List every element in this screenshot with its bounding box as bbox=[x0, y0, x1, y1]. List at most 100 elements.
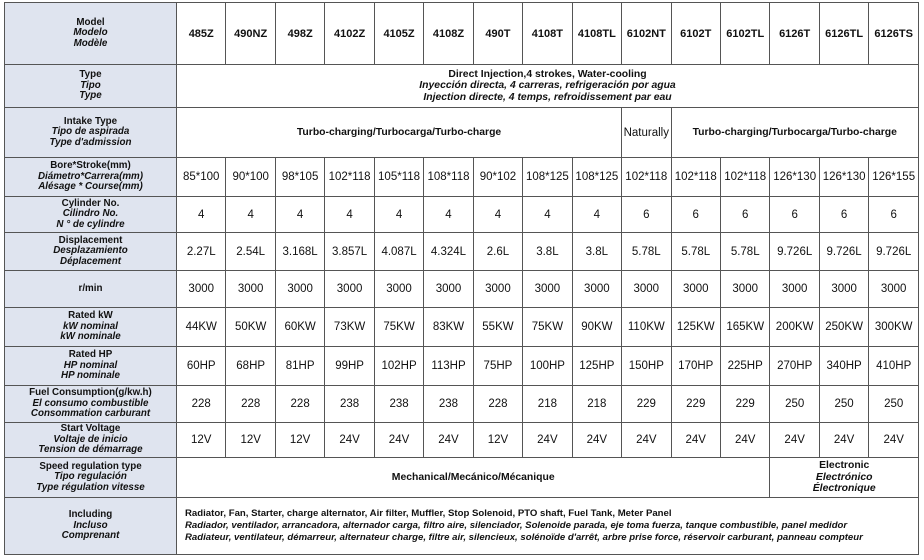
spec-cell: 102HP bbox=[373, 346, 425, 386]
spec-cell: 24V bbox=[868, 422, 919, 458]
spec-cell: 24V bbox=[522, 422, 573, 458]
spec-cell: 98*105 bbox=[274, 157, 326, 197]
cell-line: Electrónico bbox=[815, 471, 873, 483]
label-line: kW nominal bbox=[63, 320, 118, 332]
spec-row: Type Tipo Type Direct Injection,4 strokes, … bbox=[4, 64, 919, 108]
label-line: Tipo regulación bbox=[54, 471, 127, 483]
label-line: Desplazamiento bbox=[53, 245, 128, 257]
spec-cell: 5.78L bbox=[621, 232, 672, 271]
cell-line: Injection directe, 4 temps, refroidissem… bbox=[423, 91, 672, 103]
spec-cell: 50KW bbox=[225, 307, 276, 347]
spec-cell: 2.54L bbox=[225, 232, 276, 271]
spec-cell: 4 bbox=[274, 196, 326, 233]
cell-line: Inyección directa, 4 carreras, refrigera… bbox=[419, 80, 676, 92]
spec-cell: 12V bbox=[274, 422, 326, 458]
label-line: Modèle bbox=[73, 37, 108, 49]
label-line: Including bbox=[68, 509, 113, 521]
spec-cell: 102*118 bbox=[670, 157, 721, 197]
model-name: 485Z bbox=[175, 2, 227, 65]
spec-cell: 238 bbox=[324, 385, 375, 423]
cell-line: Radiador, ventilador, arrancadora, alter… bbox=[185, 520, 848, 531]
spec-cell: 229 bbox=[621, 385, 672, 423]
spec-row: Including Incluso Comprenant Radiator, Fan,… bbox=[4, 497, 919, 555]
label-line: Alésage * Course(mm) bbox=[38, 181, 143, 193]
label-line: Type bbox=[79, 69, 102, 81]
label-line: Speed regulation type bbox=[39, 460, 142, 472]
spec-cell: 90KW bbox=[571, 307, 623, 347]
spec-cell: 6 bbox=[621, 196, 672, 233]
spec-cell: 3000 bbox=[670, 270, 721, 308]
spec-row: Bore*Stroke(mm) Diámetro*Carrera(mm) Alésa… bbox=[4, 157, 919, 197]
label-line: Consommation carburant bbox=[30, 408, 151, 420]
spec-row: Displacement Desplazamiento Déplacement 2.2… bbox=[4, 232, 919, 271]
spec-cell: 126*130 bbox=[818, 157, 870, 197]
spec-cell: 12V bbox=[175, 422, 227, 458]
spec-cell: 24V bbox=[324, 422, 375, 458]
spec-row: Speed regulation type Tipo regulación Type… bbox=[4, 457, 919, 498]
spec-cell: 200KW bbox=[769, 307, 820, 347]
spec-row: Start Voltage Voltaje de inicio Tension de… bbox=[4, 422, 919, 458]
spec-cell: 3000 bbox=[225, 270, 276, 308]
spec-row: r/min 3000 3000 3000 3000 3000 3000 3000 3000 300… bbox=[4, 270, 919, 308]
label-line: Tipo bbox=[80, 79, 101, 91]
model-name: 490T bbox=[472, 2, 524, 65]
spec-cell: 108*125 bbox=[522, 157, 573, 197]
row-label: Including Incluso Comprenant bbox=[4, 497, 177, 555]
model-name: 6126T bbox=[769, 2, 820, 65]
label-line: Tension de démarrage bbox=[38, 444, 143, 456]
spec-cell: 228 bbox=[274, 385, 326, 423]
spec-cell: 110KW bbox=[621, 307, 672, 347]
spec-cell: Direct Injection,4 strokes, Water-coolin… bbox=[176, 64, 919, 108]
spec-cell: 3.168L bbox=[274, 232, 326, 271]
header-label: Model Modelo Modèle bbox=[4, 2, 177, 65]
spec-cell: Turbo-charging/Turbocarga/Turbo-charge bbox=[670, 107, 920, 158]
spec-cell: 102*118 bbox=[324, 157, 375, 197]
spec-cell: 218 bbox=[571, 385, 623, 423]
spec-cell: 3.8L bbox=[571, 232, 623, 271]
label-line: Bore*Stroke(mm) bbox=[50, 160, 131, 172]
spec-cell: 3000 bbox=[324, 270, 375, 308]
cell-line: Électronique bbox=[812, 483, 876, 495]
spec-cell: 125KW bbox=[670, 307, 721, 347]
label-line: Incluso bbox=[73, 519, 108, 531]
spec-cell: 170HP bbox=[670, 346, 721, 386]
model-name: 4108T bbox=[522, 2, 573, 65]
spec-row: Cylinder No. Cilindro No. N ° de cylindre 4… bbox=[4, 196, 919, 233]
spec-cell: 81HP bbox=[274, 346, 326, 386]
spec-cell: 90*100 bbox=[225, 157, 276, 197]
spec-cell: 73KW bbox=[324, 307, 375, 347]
label-line: Cilindro No. bbox=[62, 208, 119, 220]
spec-cell: 3000 bbox=[719, 270, 771, 308]
spec-cell: 4.324L bbox=[423, 232, 474, 271]
spec-row: Rated HP HP nominal HP nominale 60HP 68HP 81H… bbox=[4, 346, 919, 386]
spec-cell: 165KW bbox=[719, 307, 771, 347]
spec-cell: 225HP bbox=[719, 346, 771, 386]
spec-cell: 4 bbox=[522, 196, 573, 233]
header-row: Model Modelo Modèle 485Z 490NZ 498Z 4102Z 4105Z… bbox=[4, 2, 919, 65]
spec-cell: 90*102 bbox=[472, 157, 524, 197]
model-name: 4102Z bbox=[324, 2, 375, 65]
spec-cell: 250KW bbox=[818, 307, 870, 347]
label-line: Intake Type bbox=[63, 115, 118, 127]
spec-cell: 6 bbox=[769, 196, 820, 233]
model-name: 6102NT bbox=[621, 2, 672, 65]
row-label: Rated kW kW nominal kW nominale bbox=[4, 307, 177, 347]
spec-cell: 105*118 bbox=[373, 157, 425, 197]
spec-cell: 55KW bbox=[472, 307, 524, 347]
spec-cell: 218 bbox=[522, 385, 573, 423]
row-label: Intake Type Tipo de aspirada Type d'admiss… bbox=[4, 107, 177, 158]
spec-cell: 250 bbox=[818, 385, 870, 423]
spec-cell: 24V bbox=[719, 422, 771, 458]
spec-cell: 4 bbox=[571, 196, 623, 233]
spec-cell: 113HP bbox=[423, 346, 474, 386]
spec-row: Intake Type Tipo de aspirada Type d'admiss… bbox=[4, 107, 920, 158]
spec-cell: 126*130 bbox=[769, 157, 820, 197]
spec-cell: 6 bbox=[670, 196, 721, 233]
label-line: Rated HP bbox=[68, 349, 113, 361]
spec-cell: 3000 bbox=[769, 270, 820, 308]
spec-cell: 5.78L bbox=[670, 232, 721, 271]
label-line: N ° de cylindre bbox=[56, 218, 125, 230]
spec-cell: 100HP bbox=[522, 346, 573, 386]
spec-cell: 24V bbox=[818, 422, 870, 458]
